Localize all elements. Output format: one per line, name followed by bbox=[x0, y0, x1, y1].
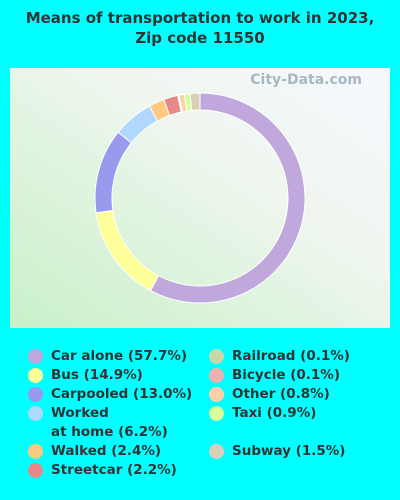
legend-label: Taxi (0.9%) bbox=[232, 405, 317, 421]
legend-swatch bbox=[28, 349, 43, 364]
legend-swatch bbox=[209, 444, 224, 459]
legend-item: Taxi (0.9%) bbox=[209, 404, 379, 442]
legend-label: Other (0.8%) bbox=[232, 386, 330, 402]
legend-label: Streetcar (2.2%) bbox=[51, 462, 177, 478]
legend-label: Subway (1.5%) bbox=[232, 443, 346, 459]
legend-item: Carpooled (13.0%) bbox=[28, 385, 209, 404]
legend-swatch bbox=[28, 406, 43, 421]
legend-label: Walked (2.4%) bbox=[51, 443, 162, 459]
legend-swatch bbox=[28, 444, 43, 459]
legend-swatch bbox=[28, 368, 43, 383]
legend-label: Railroad (0.1%) bbox=[232, 348, 350, 364]
donut bbox=[94, 92, 306, 304]
legend-item: Bus (14.9%) bbox=[28, 366, 209, 385]
chart-title: Means of transportation to work in 2023,… bbox=[25, 9, 375, 47]
watermark: City-Data.com bbox=[250, 72, 362, 88]
legend-label: Worked at home (6.2%) bbox=[51, 405, 168, 440]
legend-item: Worked at home (6.2%) bbox=[28, 404, 209, 442]
legend-item: Car alone (57.7%) bbox=[28, 347, 209, 366]
legend-swatch bbox=[209, 387, 224, 402]
legend-item: Subway (1.5%) bbox=[209, 442, 379, 461]
legend-item: Streetcar (2.2%) bbox=[28, 461, 209, 480]
legend-item: Railroad (0.1%) bbox=[209, 347, 379, 366]
donut-slice bbox=[189, 92, 201, 111]
legend-label: Bus (14.9%) bbox=[51, 367, 143, 383]
legend-item: Walked (2.4%) bbox=[28, 442, 209, 461]
legend-swatch bbox=[209, 349, 224, 364]
legend-label: Carpooled (13.0%) bbox=[51, 386, 193, 402]
legend-item: Bicycle (0.1%) bbox=[209, 366, 379, 385]
legend-swatch bbox=[209, 406, 224, 421]
legend-swatch bbox=[28, 387, 43, 402]
legend-item: Other (0.8%) bbox=[209, 385, 379, 404]
plot-area bbox=[10, 68, 390, 328]
legend-swatch bbox=[209, 368, 224, 383]
legend-label: Bicycle (0.1%) bbox=[232, 367, 340, 383]
legend-swatch bbox=[28, 463, 43, 478]
legend-label: Car alone (57.7%) bbox=[51, 348, 188, 364]
legend: Car alone (57.7%) Bus (14.9%) Carpooled (1… bbox=[28, 347, 379, 480]
